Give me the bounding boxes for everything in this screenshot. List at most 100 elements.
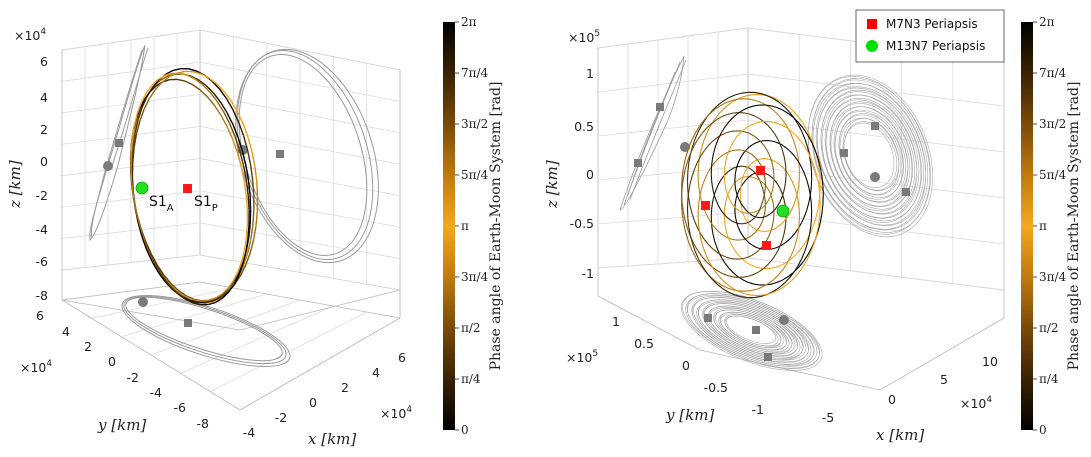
orbit-segment <box>793 272 799 280</box>
orbit-segment <box>688 154 691 164</box>
orbit-segment <box>819 208 821 218</box>
right-x-ticks: -5 0 5 10 ×104 x [km] <box>822 354 998 444</box>
orbit-segment <box>157 74 165 81</box>
orbit-segment <box>716 183 720 189</box>
orbit-segment <box>688 139 693 149</box>
right-right-wall-square-3 <box>902 188 910 196</box>
orbit-segment <box>237 136 244 151</box>
orbit-segment <box>754 215 757 218</box>
orbit-segment <box>754 91 761 95</box>
floor-square-marker <box>184 319 192 327</box>
orbit-segment <box>798 122 805 130</box>
orbit-segment <box>770 255 776 262</box>
x-tick: 10 <box>982 354 998 369</box>
orbit-segment <box>731 202 734 206</box>
orbit-segment <box>757 209 760 212</box>
orbit-segment <box>132 147 135 163</box>
left-y-ticks: 6 4 2 0 -2 -4 -6 -8 ×104 y [km] <box>20 308 209 434</box>
orbit-segment <box>687 192 690 201</box>
orbit-segment <box>771 210 774 214</box>
orbit-segment <box>797 257 803 266</box>
orbit-segment <box>726 99 734 103</box>
orbit-segment <box>682 210 686 220</box>
orbit-segment <box>186 74 195 80</box>
orbit-segment <box>730 219 734 223</box>
orbit-segment <box>211 80 221 90</box>
orbit-segment <box>156 264 165 276</box>
orbit-segment <box>742 259 748 263</box>
orbit-segment <box>698 225 701 234</box>
orbit-segment <box>792 138 796 146</box>
orbit-segment <box>706 272 713 280</box>
x-tick: 2 <box>341 380 349 395</box>
y-tick: 2 <box>84 339 92 354</box>
orbit-segment <box>786 257 791 265</box>
orbit-segment <box>216 100 225 112</box>
orbit-segment <box>774 245 780 249</box>
orbit-segment <box>746 210 749 213</box>
orbit-segment <box>728 116 734 122</box>
orbit-segment <box>778 114 784 121</box>
grid-line <box>747 257 1005 291</box>
orbit-segment <box>720 176 724 181</box>
orbit-segment <box>703 239 709 245</box>
orbit-segment <box>130 167 133 183</box>
orbit-segment <box>777 245 781 252</box>
orbit-segment <box>810 157 815 166</box>
orbit-segment <box>243 252 249 265</box>
orbit-segment <box>185 294 194 300</box>
orbit-segment <box>172 67 181 72</box>
orbit-segment <box>760 205 762 208</box>
orbit-segment <box>736 179 739 182</box>
orbit-segment <box>771 159 776 162</box>
orbit-segment <box>750 264 756 268</box>
orbit-segment <box>693 162 698 170</box>
orbit-segment <box>741 204 744 207</box>
orbit-segment <box>727 169 731 173</box>
orbit-segment <box>749 224 752 227</box>
orbit-segment <box>722 288 730 293</box>
orbit-segment <box>725 195 729 199</box>
orbit-segment <box>789 129 796 135</box>
projection-loop <box>833 106 909 203</box>
orbit-segment <box>793 185 797 192</box>
orbit-segment <box>705 171 709 178</box>
orbit-segment <box>681 215 685 225</box>
orbit-segment <box>693 243 699 251</box>
orbit-segment <box>227 280 234 289</box>
orbit-segment <box>681 206 684 216</box>
orbit-segment <box>728 291 736 296</box>
orbit-segment <box>781 101 789 107</box>
orbit-segment <box>793 110 799 118</box>
orbit-segment <box>245 194 249 210</box>
orbit-segment <box>757 211 760 214</box>
grid-line <box>91 287 234 319</box>
orbit-segment <box>746 240 751 244</box>
orbit-segment <box>811 142 816 151</box>
orbit-segment <box>789 255 796 261</box>
x-exponent: ×104 <box>960 395 992 411</box>
orbit-segment <box>687 218 690 227</box>
orbit-segment <box>777 223 782 228</box>
orbit-segment <box>743 112 750 115</box>
orbit-segment <box>769 290 777 295</box>
orbit-segment <box>242 164 247 181</box>
orbit-segment <box>777 162 782 167</box>
orbit-segment <box>225 98 234 110</box>
orbit-segment <box>188 299 198 303</box>
orbit-segment <box>769 95 777 100</box>
orbit-segment <box>783 229 786 236</box>
orbit-segment <box>683 156 687 166</box>
orbit-segment <box>713 226 719 232</box>
orbit-segment <box>694 130 700 139</box>
right-right-wall-square-2 <box>840 149 848 157</box>
orbit-segment <box>774 141 780 145</box>
orbit-segment <box>252 210 255 226</box>
orbit-segment <box>774 133 779 140</box>
orbit-segment <box>735 167 738 172</box>
orbit-segment <box>246 149 252 165</box>
orbit-segment <box>227 282 235 291</box>
orbit-segment <box>817 163 821 173</box>
orbit-segment <box>697 179 700 187</box>
orbit-segment <box>686 153 691 162</box>
